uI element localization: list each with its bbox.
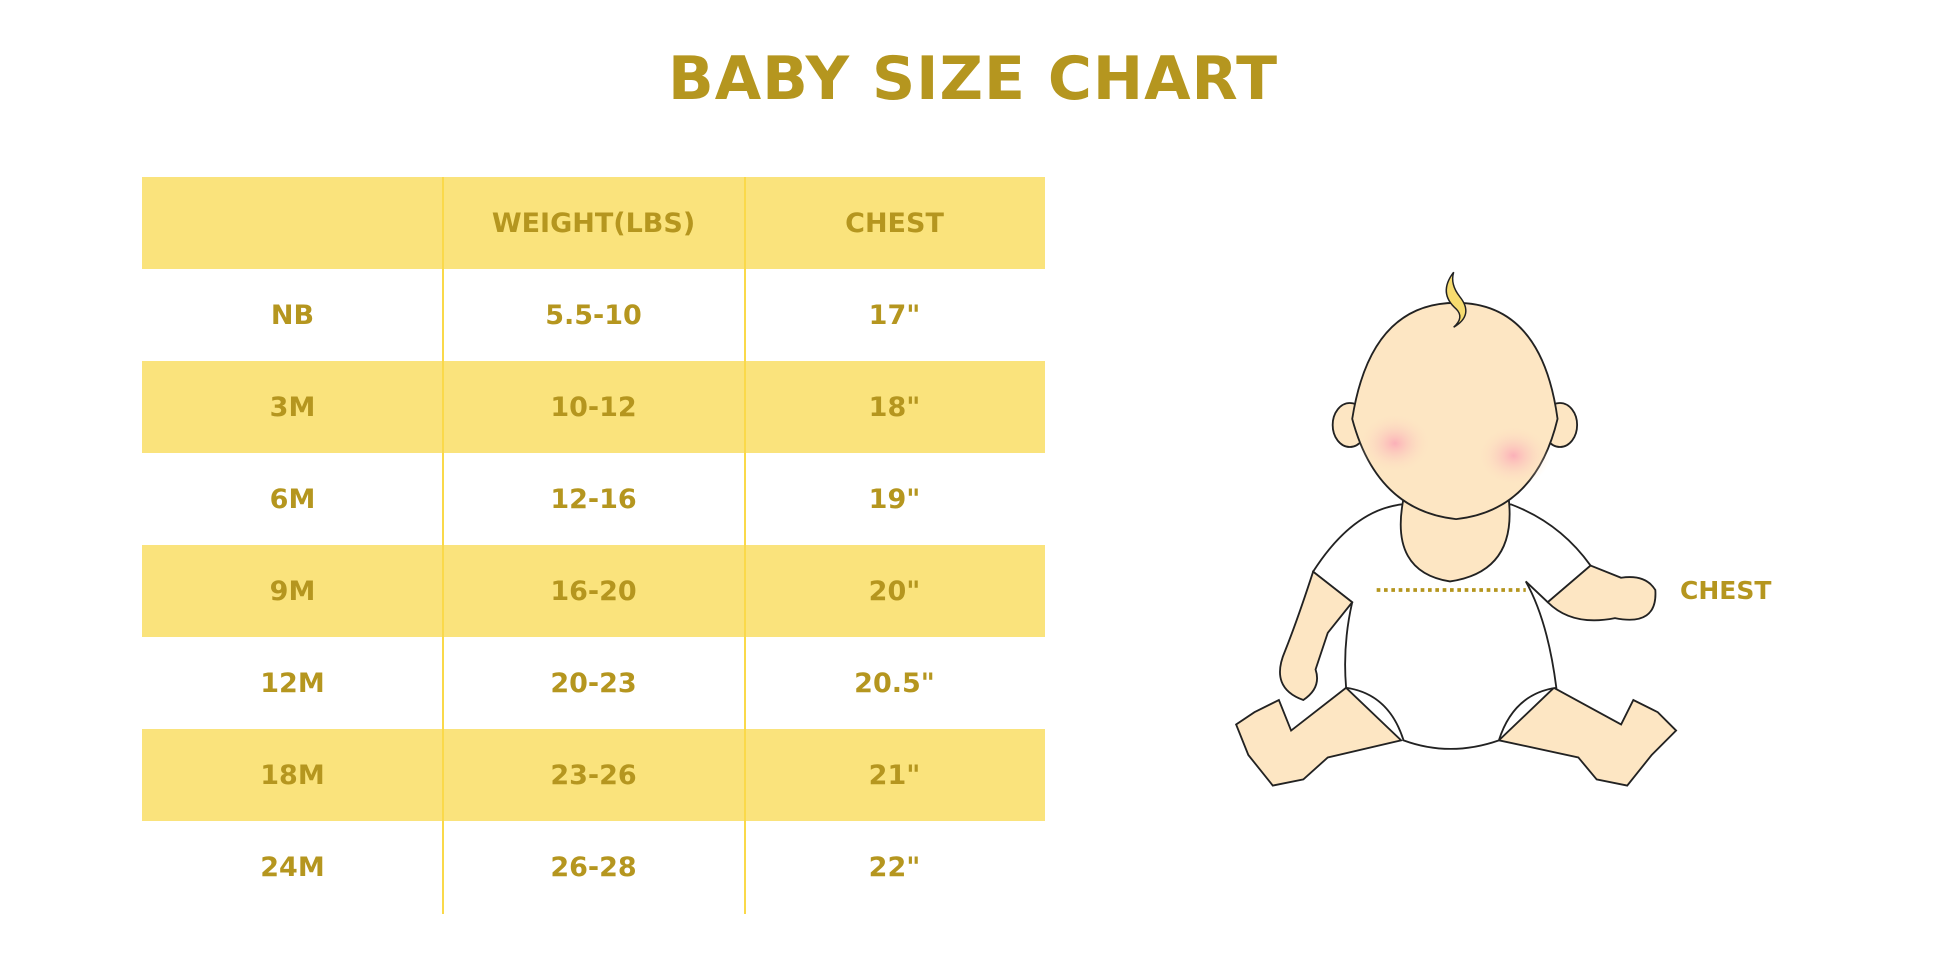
neck <box>1399 497 1511 583</box>
chest-cell: 21" <box>868 759 921 791</box>
chest-cell: 19" <box>868 483 921 515</box>
size-cell: 12M <box>260 667 325 699</box>
weight-cell: 5.5-10 <box>545 299 642 331</box>
size-cell: NB <box>270 299 315 331</box>
table-row: 24M 26-28 22" <box>142 821 1045 913</box>
weight-cell: 20-23 <box>550 667 637 699</box>
right-arm <box>1546 564 1657 622</box>
table-row: 12M 20-23 20.5" <box>142 637 1045 729</box>
weight-cell: 12-16 <box>550 483 637 515</box>
head <box>1351 301 1559 521</box>
table-row: 9M 16-20 20" <box>142 545 1045 637</box>
right-cheek <box>1476 425 1551 487</box>
left-cheek <box>1358 412 1432 474</box>
right-leg <box>1497 686 1678 787</box>
chest-cell: 20.5" <box>854 667 935 699</box>
left-leg <box>1234 686 1403 787</box>
size-cell: 24M <box>260 851 325 883</box>
chest-label: CHEST <box>1680 576 1772 605</box>
chest-cell: 22" <box>868 851 921 883</box>
size-cell: 6M <box>269 483 316 515</box>
baby-illustration <box>1234 271 1678 787</box>
size-cell: 9M <box>269 575 316 607</box>
size-cell: 18M <box>260 759 325 791</box>
column-divider <box>744 177 746 914</box>
size-cell: 3M <box>269 391 316 423</box>
page-title: BABY SIZE CHART <box>668 44 1278 114</box>
weight-cell: 10-12 <box>550 391 637 423</box>
chest-cell: 20" <box>868 575 921 607</box>
size-table: WEIGHT(LBS) CHEST NB 5.5-10 17" 3M 10-12… <box>142 177 1045 914</box>
table-row: 6M 12-16 19" <box>142 453 1045 545</box>
table-row: NB 5.5-10 17" <box>142 269 1045 361</box>
column-divider <box>442 177 444 914</box>
left-arm <box>1279 570 1354 702</box>
weight-cell: 23-26 <box>550 759 637 791</box>
table-row: 3M 10-12 18" <box>142 361 1045 453</box>
weight-cell: 26-28 <box>550 851 637 883</box>
table-header-row: WEIGHT(LBS) CHEST <box>142 177 1045 269</box>
header-size <box>142 177 443 269</box>
hair-curl <box>1445 271 1467 328</box>
chest-cell: 17" <box>868 299 921 331</box>
table-row: 18M 23-26 21" <box>142 729 1045 821</box>
weight-cell: 16-20 <box>550 575 637 607</box>
header-chest: CHEST <box>845 207 944 239</box>
chest-cell: 18" <box>868 391 921 423</box>
header-weight: WEIGHT(LBS) <box>491 207 696 239</box>
